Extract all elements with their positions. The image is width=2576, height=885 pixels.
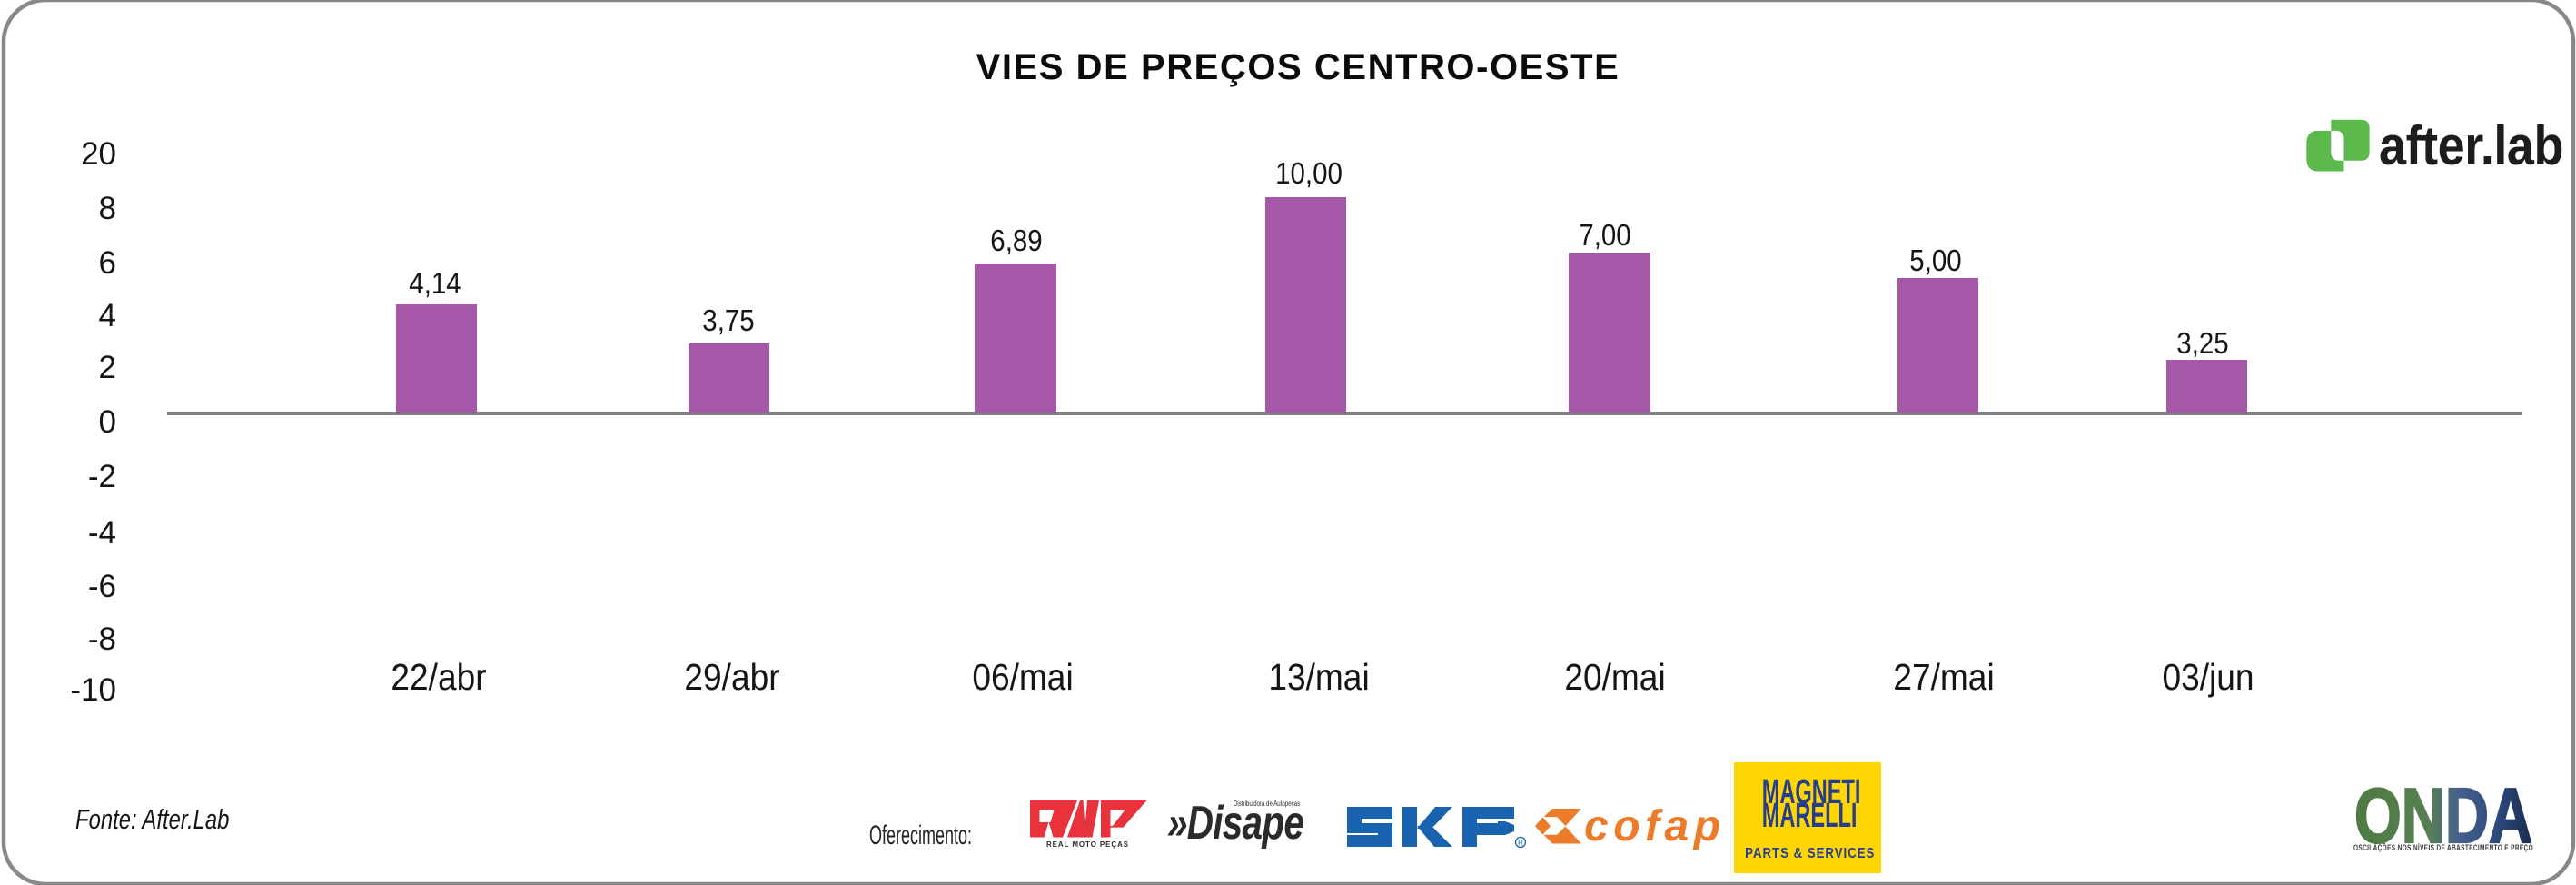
svg-text:ONDA: ONDA (2354, 773, 2532, 852)
svg-text:R: R (1518, 840, 1523, 848)
